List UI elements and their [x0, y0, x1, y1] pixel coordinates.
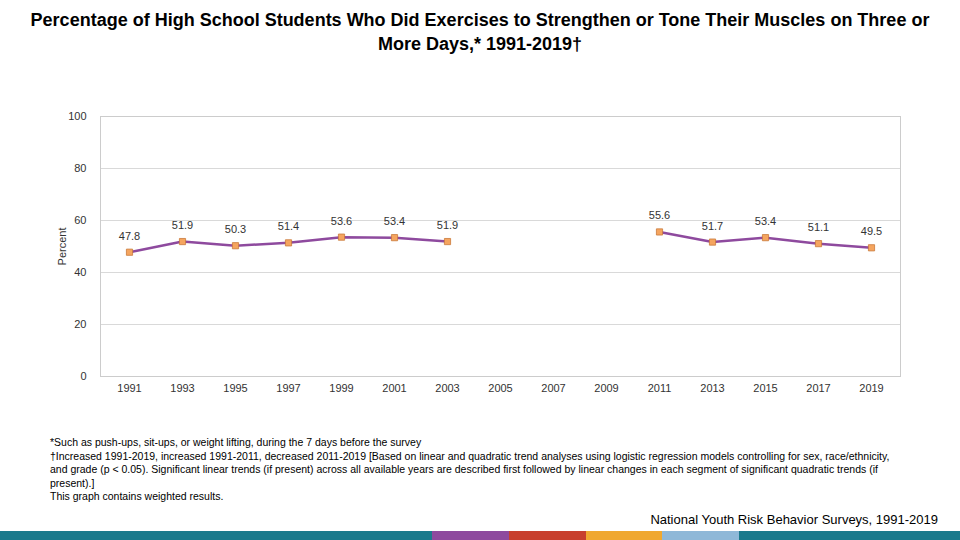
svg-text:60: 60	[74, 214, 86, 226]
svg-text:0: 0	[80, 370, 86, 382]
svg-text:2003: 2003	[435, 382, 459, 394]
svg-text:2017: 2017	[806, 382, 830, 394]
html-text:†Increased 1991-2019, increase: †Increased 1991-2019, increased 1991-201…	[50, 449, 890, 489]
svg-text:53.4: 53.4	[755, 215, 776, 227]
svg-text:49.5: 49.5	[861, 225, 882, 237]
svg-text:1993: 1993	[170, 382, 194, 394]
svg-text:2015: 2015	[753, 382, 777, 394]
svg-text:2019: 2019	[859, 382, 883, 394]
svg-text:2009: 2009	[594, 382, 618, 394]
svg-text:80: 80	[74, 162, 86, 174]
svg-text:55.6: 55.6	[649, 209, 670, 221]
svg-text:53.4: 53.4	[384, 215, 405, 227]
svg-text:50.3: 50.3	[225, 223, 246, 235]
svg-text:51.1: 51.1	[808, 221, 829, 233]
svg-text:2013: 2013	[700, 382, 724, 394]
svg-text:47.8: 47.8	[119, 230, 140, 242]
svg-text:2011: 2011	[648, 382, 672, 394]
svg-text:2001: 2001	[382, 382, 406, 394]
html-text:National Youth Risk Behavior S: National Youth Risk Behavior Surveys, 19…	[650, 512, 938, 527]
svg-text:51.9: 51.9	[172, 219, 193, 231]
svg-text:40: 40	[74, 266, 86, 278]
svg-text:2005: 2005	[488, 382, 512, 394]
svg-text:1997: 1997	[276, 382, 300, 394]
svg-text:51.7: 51.7	[702, 220, 723, 232]
svg-text:Percent: Percent	[56, 228, 68, 266]
svg-text:1995: 1995	[223, 382, 247, 394]
svg-text:2007: 2007	[541, 382, 565, 394]
html-text:*Such as push-ups, sit-ups, or: *Such as push-ups, sit-ups, or weight li…	[50, 436, 422, 448]
svg-text:51.9: 51.9	[437, 219, 458, 231]
svg-text:51.4: 51.4	[278, 220, 299, 232]
svg-text:100: 100	[68, 110, 86, 122]
svg-text:1999: 1999	[329, 382, 353, 394]
svg-text:20: 20	[74, 318, 86, 330]
html-text:Percentage of High School Stud: Percentage of High School Students Who D…	[30, 10, 930, 54]
html-text:This graph contains weighted r: This graph contains weighted results.	[50, 490, 224, 502]
svg-text:53.6: 53.6	[331, 215, 352, 227]
svg-text:1991: 1991	[117, 382, 141, 394]
